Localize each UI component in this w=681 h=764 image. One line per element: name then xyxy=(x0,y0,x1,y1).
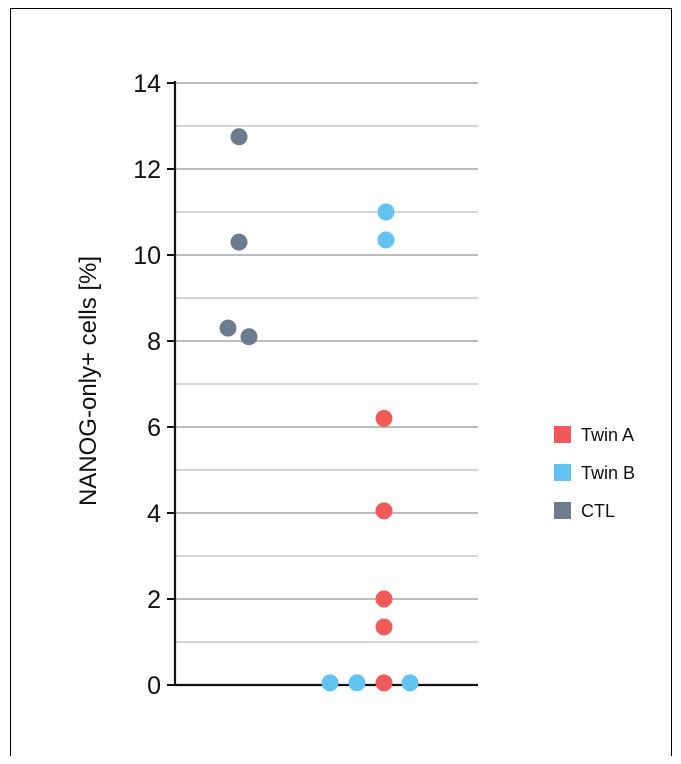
data-point xyxy=(375,502,393,520)
data-points xyxy=(219,128,419,692)
data-point xyxy=(230,233,248,251)
data-point xyxy=(240,328,258,346)
y-axis-title: NANOG-only+ cells [%] xyxy=(75,256,102,506)
y-tick-label: 10 xyxy=(133,242,161,270)
legend-swatch xyxy=(554,464,571,481)
legend-label: CTL xyxy=(581,501,615,521)
y-tick-label: 2 xyxy=(147,586,161,614)
legend-swatch xyxy=(554,502,571,519)
data-point xyxy=(401,674,419,692)
y-tick-label: 8 xyxy=(147,328,161,356)
y-tick-label: 4 xyxy=(147,500,161,528)
y-tick-label: 14 xyxy=(133,70,161,98)
y-tick-labels: 0 2 4 6 8 10 12 14 xyxy=(133,70,161,700)
data-point xyxy=(377,203,395,221)
data-point xyxy=(375,409,393,427)
legend: Twin A Twin B CTL xyxy=(554,425,635,521)
y-tick-label: 0 xyxy=(147,672,161,700)
data-point xyxy=(219,319,237,337)
grid-lines xyxy=(175,82,478,643)
data-point xyxy=(321,674,339,692)
legend-label: Twin A xyxy=(581,425,634,445)
y-tick-label: 12 xyxy=(133,156,161,184)
data-point xyxy=(377,231,395,249)
data-point xyxy=(375,674,393,692)
data-point xyxy=(375,590,393,608)
figure-frame xyxy=(10,8,672,756)
data-point xyxy=(375,618,393,636)
legend-swatch xyxy=(554,426,571,443)
legend-label: Twin B xyxy=(581,463,635,483)
y-tick-label: 6 xyxy=(147,414,161,442)
data-point xyxy=(230,128,248,146)
data-point xyxy=(348,674,366,692)
